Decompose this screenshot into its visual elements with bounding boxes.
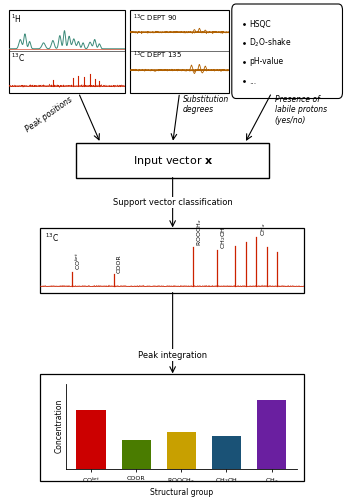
Text: CO$^{ket}$: CO$^{ket}$ [74,252,84,270]
Y-axis label: Concentration: Concentration [54,399,63,453]
Text: $^{13}$C: $^{13}$C [45,232,59,244]
Text: pH-value: pH-value [249,58,283,66]
Text: Substitution
degrees: Substitution degrees [183,95,229,114]
Bar [257,400,286,468]
Text: Presence of
labile protons
(yes/no): Presence of labile protons (yes/no) [275,95,327,125]
Text: Peak integration: Peak integration [138,350,207,360]
Bar [167,432,196,469]
Bar [212,436,241,468]
X-axis label: Structural group: Structural group [150,488,213,497]
Text: $^{13}$C: $^{13}$C [11,52,25,64]
Bar [9,10,125,92]
Text: $^{1}$H: $^{1}$H [11,12,22,25]
Bar [76,410,106,469]
Bar [121,440,151,468]
Text: D$_2$O-shake: D$_2$O-shake [249,37,291,50]
Bar [40,374,304,481]
Bar [40,228,304,292]
Text: Input vector $\mathbf{x}$: Input vector $\mathbf{x}$ [133,154,213,168]
Text: $^{13}$C DEPT 135: $^{13}$C DEPT 135 [133,50,182,61]
Text: ROOCH$_x$: ROOCH$_x$ [195,218,204,246]
Text: Peak positions: Peak positions [24,95,75,134]
FancyBboxPatch shape [232,4,342,98]
Text: CH$_2$OH: CH$_2$OH [219,226,228,249]
Text: ...: ... [249,76,256,86]
Bar [76,144,269,178]
Text: CH$_x$: CH$_x$ [259,222,268,236]
Bar [130,10,229,92]
Text: Support vector classification: Support vector classification [113,198,232,207]
Text: HSQC: HSQC [249,20,271,28]
Text: COOR: COOR [116,254,121,273]
Text: $^{13}$C DEPT 90: $^{13}$C DEPT 90 [133,12,178,24]
